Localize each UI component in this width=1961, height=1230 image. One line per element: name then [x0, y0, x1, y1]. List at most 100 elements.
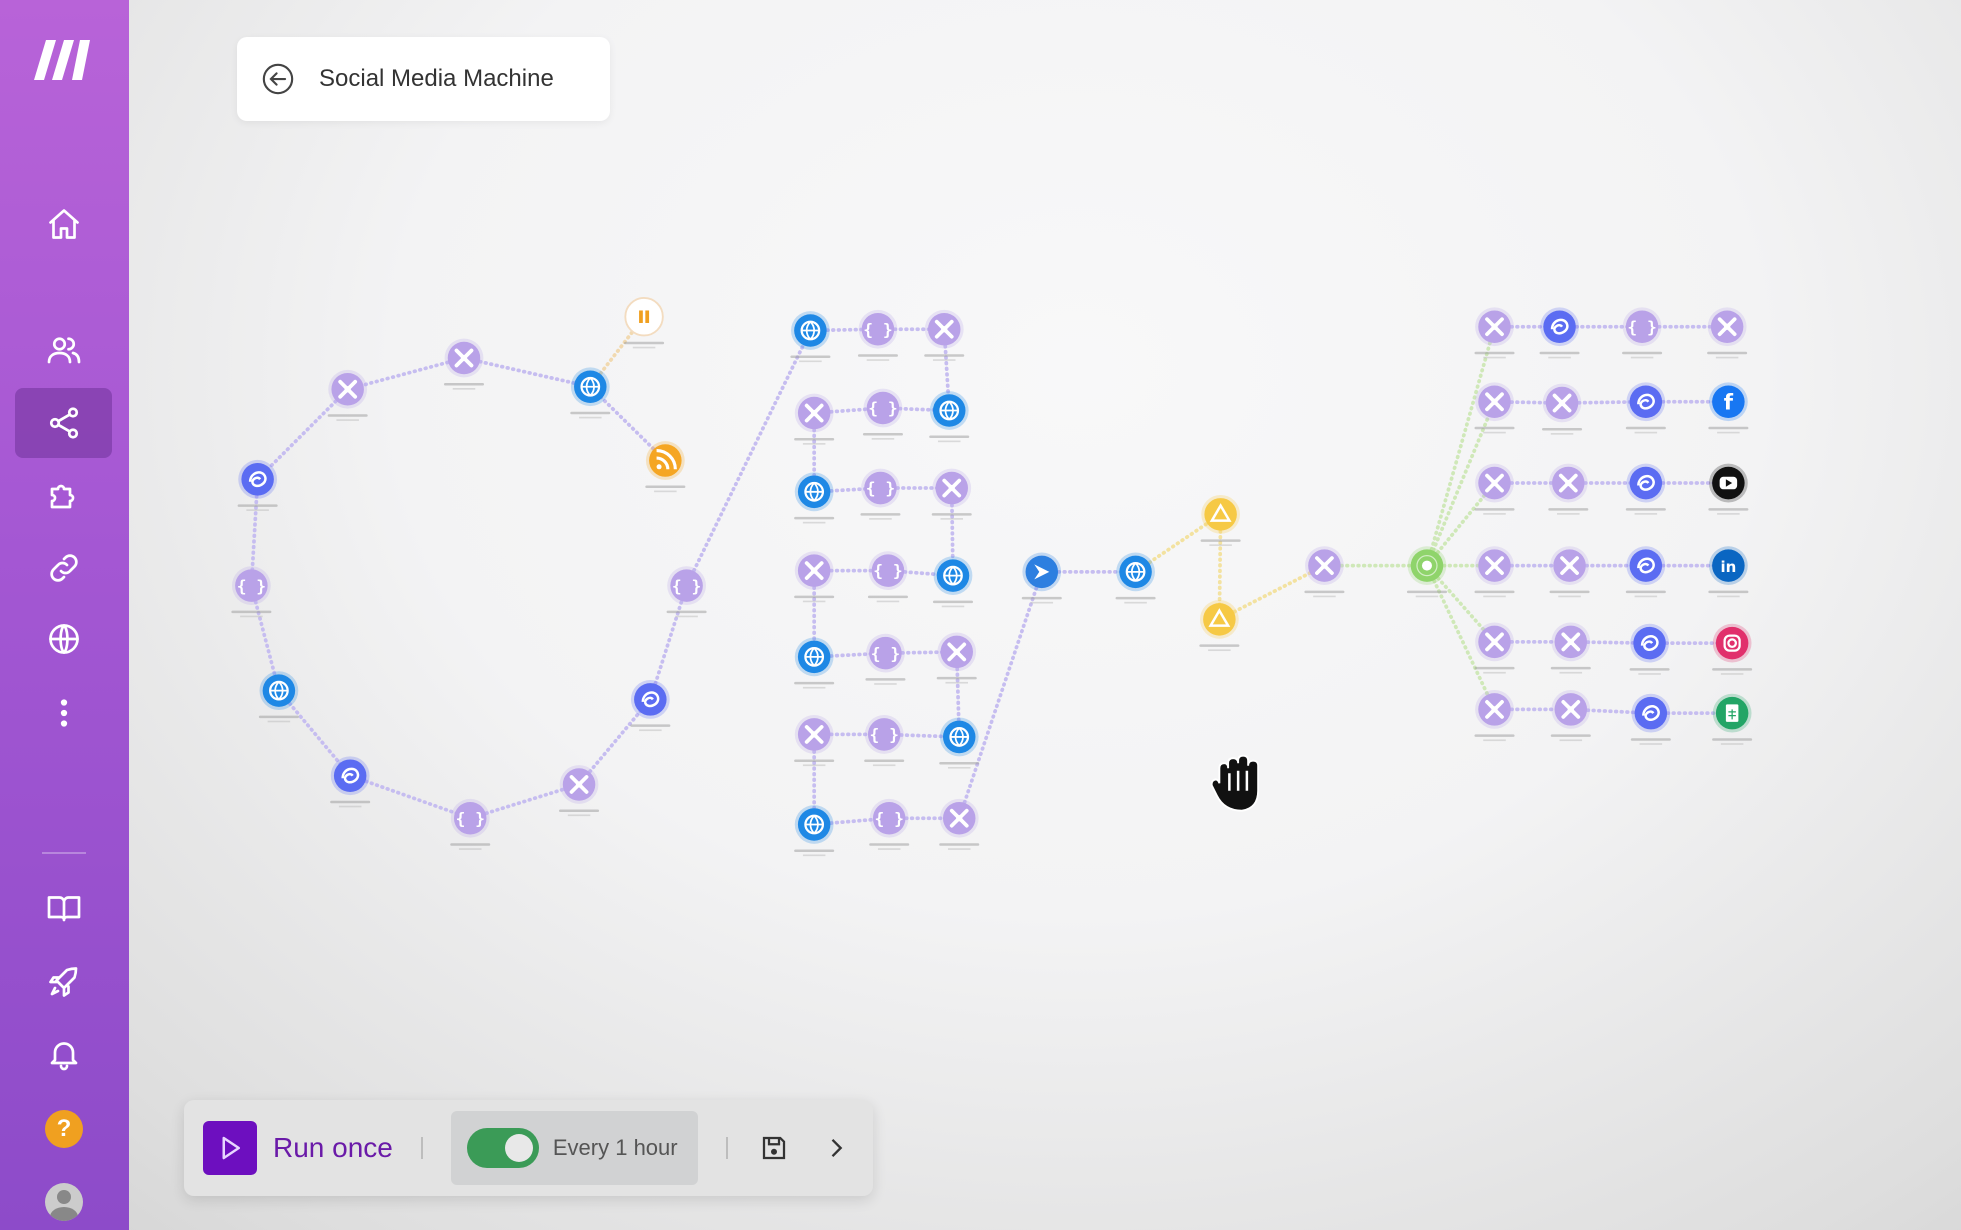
- tools-module[interactable]: [1707, 307, 1748, 359]
- sidebar-item-connections[interactable]: [34, 540, 94, 596]
- json-module[interactable]: { }: [1622, 307, 1663, 359]
- sidebar-item-whats-new[interactable]: [34, 954, 94, 1010]
- openai-module[interactable]: [1625, 463, 1666, 515]
- sidebar-item-help[interactable]: ?: [34, 1101, 94, 1157]
- sidebar-item-more[interactable]: [34, 685, 94, 741]
- tools-module[interactable]: [936, 632, 977, 684]
- module-connection[interactable]: [577, 697, 653, 787]
- json-module[interactable]: { }: [865, 633, 906, 685]
- http-module[interactable]: [570, 367, 611, 419]
- module-connection[interactable]: [345, 356, 466, 392]
- module-connection[interactable]: [249, 477, 260, 588]
- openai-module[interactable]: [1625, 546, 1666, 598]
- run-once-button[interactable]: Run once: [203, 1121, 393, 1175]
- http-module[interactable]: [790, 311, 831, 363]
- http-module[interactable]: [258, 671, 299, 723]
- tools-module[interactable]: [939, 798, 980, 850]
- tools-module[interactable]: [1549, 546, 1590, 598]
- json-module[interactable]: { }: [857, 309, 898, 361]
- tools-module[interactable]: [1474, 463, 1515, 515]
- http-module[interactable]: [794, 472, 835, 524]
- tools-module[interactable]: [1474, 622, 1515, 674]
- tools-module[interactable]: [1474, 382, 1515, 434]
- sleep-module[interactable]: [624, 297, 665, 349]
- schedule-toggle[interactable]: [466, 1128, 539, 1168]
- module-connection[interactable]: [1133, 512, 1223, 574]
- back-arrow-icon[interactable]: [261, 62, 295, 96]
- json-module[interactable]: { }: [860, 468, 901, 520]
- json-module[interactable]: { }: [666, 566, 707, 618]
- module-connection[interactable]: [277, 688, 353, 778]
- tools-module[interactable]: [794, 551, 835, 603]
- sidebar-item-team[interactable]: [34, 322, 94, 378]
- router-module[interactable]: [1406, 546, 1447, 598]
- schedule-label[interactable]: Every 1 hour: [552, 1135, 678, 1160]
- json-module[interactable]: { }: [450, 798, 491, 850]
- json-module[interactable]: { }: [867, 551, 908, 603]
- openai-module[interactable]: [1629, 623, 1670, 675]
- expand-toolbar-button[interactable]: [818, 1130, 854, 1166]
- google-drive-module[interactable]: [1200, 494, 1241, 546]
- module-connection[interactable]: [255, 387, 350, 482]
- module-connection[interactable]: [957, 569, 1044, 821]
- openai-module[interactable]: [1539, 307, 1580, 359]
- tools-module[interactable]: [327, 369, 368, 421]
- sidebar-item-home[interactable]: [34, 196, 94, 252]
- youtube-module[interactable]: [1708, 463, 1749, 515]
- rss-module[interactable]: [645, 441, 686, 493]
- tools-module[interactable]: [1474, 307, 1515, 359]
- linkedin-module[interactable]: in: [1708, 546, 1749, 598]
- module-connection[interactable]: [249, 583, 281, 693]
- flow-control-module[interactable]: [1021, 552, 1062, 604]
- tools-module[interactable]: [1550, 622, 1591, 674]
- module-connection[interactable]: [684, 328, 813, 588]
- sidebar-item-docs[interactable]: [34, 880, 94, 936]
- sidebar-item-scenarios[interactable]: [34, 395, 94, 451]
- save-button[interactable]: [756, 1130, 792, 1166]
- module-connection[interactable]: [1217, 512, 1223, 622]
- json-module[interactable]: { }: [231, 566, 272, 618]
- module-connection[interactable]: [1425, 481, 1497, 568]
- module-connection[interactable]: [1425, 563, 1497, 644]
- openai-module[interactable]: [237, 459, 278, 511]
- tools-module[interactable]: [794, 715, 835, 767]
- http-module[interactable]: [794, 805, 835, 857]
- schedule-control[interactable]: Every 1 hour: [450, 1111, 698, 1185]
- sidebar-item-apps[interactable]: [34, 467, 94, 523]
- tools-module[interactable]: [1474, 690, 1515, 742]
- sidebar-item-webhooks[interactable]: [34, 611, 94, 667]
- module-connection[interactable]: [588, 384, 668, 463]
- http-module[interactable]: [929, 391, 970, 443]
- module-connection[interactable]: [462, 356, 593, 389]
- google-sheets-module[interactable]: [1712, 693, 1753, 745]
- json-module[interactable]: { }: [862, 388, 903, 440]
- json-module[interactable]: { }: [869, 798, 910, 850]
- http-module[interactable]: [794, 637, 835, 689]
- tools-module[interactable]: [443, 338, 484, 390]
- make-logo[interactable]: [32, 38, 94, 82]
- module-connection[interactable]: [1425, 324, 1497, 568]
- instagram-module[interactable]: [1712, 623, 1753, 675]
- tools-module[interactable]: [931, 468, 972, 520]
- tools-module[interactable]: [1474, 546, 1515, 598]
- google-drive-module[interactable]: [1199, 599, 1240, 652]
- openai-module[interactable]: [1625, 382, 1666, 434]
- module-connection[interactable]: [468, 782, 581, 821]
- openai-module[interactable]: [630, 680, 671, 732]
- scenario-title[interactable]: Social Media Machine: [319, 65, 554, 92]
- tools-module[interactable]: [1548, 463, 1589, 515]
- module-connection[interactable]: [1425, 563, 1497, 712]
- tools-module[interactable]: [559, 765, 600, 817]
- http-module[interactable]: [932, 556, 973, 608]
- tools-module[interactable]: [1304, 546, 1345, 598]
- module-connection[interactable]: [348, 773, 473, 821]
- http-module[interactable]: [1115, 552, 1156, 604]
- json-module[interactable]: { }: [864, 715, 905, 767]
- tools-module[interactable]: [794, 393, 835, 445]
- tools-module[interactable]: [1550, 690, 1591, 742]
- sidebar-item-profile[interactable]: [34, 1174, 94, 1230]
- tools-module[interactable]: [1542, 383, 1583, 435]
- module-connection[interactable]: [648, 583, 689, 702]
- openai-module[interactable]: [330, 756, 371, 808]
